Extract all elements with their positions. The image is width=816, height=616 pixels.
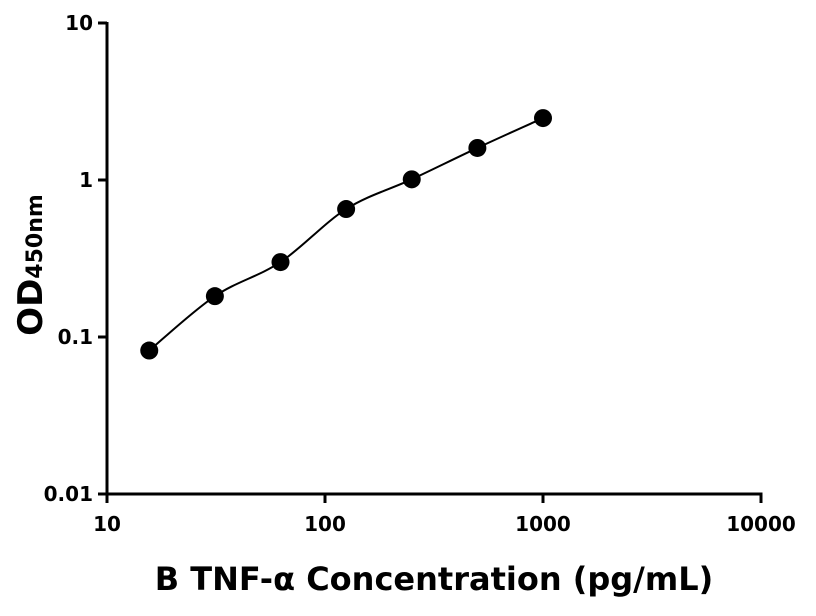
y-tick-label: 10 — [65, 11, 93, 35]
data-point — [140, 341, 159, 360]
x-tick-label: 10 — [93, 512, 121, 536]
x-axis-label: B TNF-α Concentration (pg/mL) — [155, 560, 713, 598]
data-point — [534, 109, 552, 128]
x-tick-label: 10000 — [726, 512, 796, 536]
y-axis-label: OD450nm — [11, 194, 51, 336]
data-point — [337, 200, 356, 219]
y-tick-label: 0.1 — [58, 325, 93, 349]
data-point — [468, 138, 487, 157]
data-point — [205, 287, 224, 306]
x-tick-label: 1000 — [515, 512, 571, 536]
data-point — [271, 253, 290, 272]
x-tick-label: 100 — [304, 512, 346, 536]
data-point — [402, 170, 421, 189]
y-tick-label: 0.01 — [44, 482, 93, 506]
y-axis-label-subscript: 450nm — [23, 194, 48, 279]
y-tick-label: 1 — [79, 168, 93, 192]
y-axis-label-main: OD — [11, 279, 51, 336]
